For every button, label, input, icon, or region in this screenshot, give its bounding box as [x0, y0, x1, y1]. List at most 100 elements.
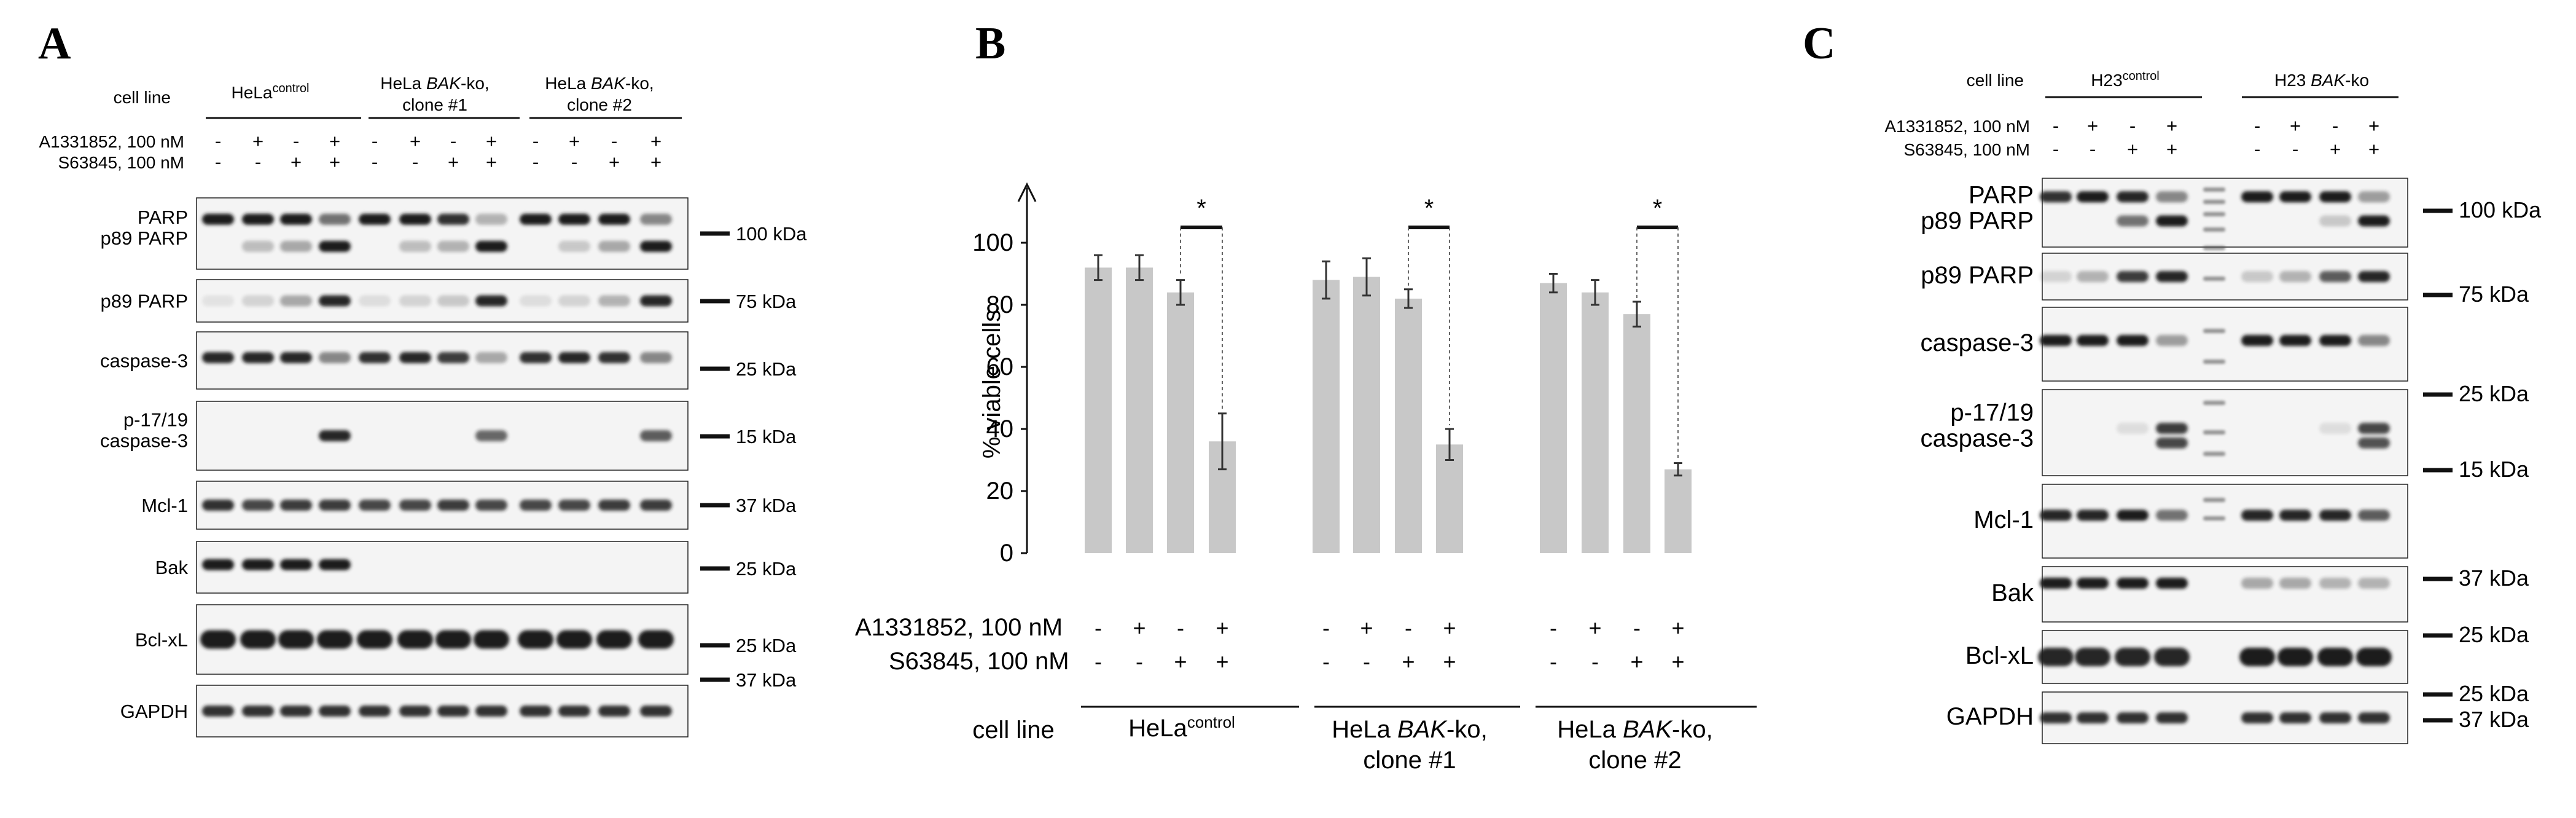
panel-a-group-1-label: HeLacontrol [232, 82, 310, 102]
panel-b-sign: - [1322, 649, 1330, 674]
panel-c-band [2117, 215, 2149, 227]
panel-a-marker-label: 37 kDa [736, 495, 797, 516]
panel-a-marker-label: 100 kDa [736, 223, 807, 245]
panel-c-marker-label: 25 kDa [2459, 381, 2529, 406]
panel-a-band [399, 295, 431, 307]
panel-c-band [2241, 191, 2273, 203]
panel-a-band [399, 352, 431, 363]
panel-a-band [280, 500, 312, 511]
panel-c-blot-label: PARP [1969, 181, 2034, 208]
panel-c-band [2077, 712, 2109, 723]
panel-b-sign: - [1322, 615, 1330, 640]
panel-c-band [2040, 191, 2072, 203]
panel-a-band [242, 352, 274, 363]
panel-a-band [357, 630, 392, 649]
panel-a-sign: + [569, 130, 580, 152]
panel-b-bar [1126, 267, 1153, 553]
panel-c-band [2358, 578, 2390, 589]
panel-a-sign: - [412, 151, 418, 173]
panel-a-band [520, 213, 552, 225]
panel-c-band [2040, 509, 2072, 521]
panel-b-y-tick-label: 40 [986, 415, 1014, 442]
panel-a-sign-grid: - + - + - + - + - + - +- - + + - - + + - - + + [215, 130, 662, 173]
panel-b-bar [1353, 277, 1380, 553]
panel-b-bar [1623, 314, 1650, 553]
panel-c-ladder-band [2203, 452, 2225, 456]
panel-c-band [2154, 648, 2190, 666]
panel-a-sign: + [329, 151, 340, 173]
panel-a-marker-label: 37 kDa [736, 669, 797, 691]
panel-b-sign: + [1671, 649, 1684, 674]
panel-c-sign: - [2254, 138, 2260, 160]
panel-b-group-2-label-line2: clone #1 [1363, 747, 1456, 774]
panel-a-marker-label: 75 kDa [736, 291, 797, 312]
panel-a-band [242, 559, 274, 570]
panel-c-blot-label: p-17/19 [1950, 399, 2034, 426]
panel-a-sign: + [291, 151, 302, 173]
panel-c-band [2241, 712, 2273, 723]
panel-c-sign: - [2332, 115, 2338, 136]
panel-a-blot-label: GAPDH [120, 701, 188, 722]
panel-a-band [640, 706, 672, 717]
panel-a-band [280, 559, 312, 570]
panel-b-group-3-label-line2: clone #2 [1588, 747, 1681, 774]
panel-c-sign: - [2053, 138, 2059, 160]
panel-c-band [2277, 648, 2313, 666]
panel-a-band [598, 706, 630, 717]
panel-a-marker-label: 25 kDa [736, 635, 797, 656]
panel-b-sign: - [1095, 649, 1102, 674]
panel-a-marker-label: 25 kDa [736, 358, 797, 380]
panel-a-band [242, 295, 274, 307]
panel-a-band [475, 352, 507, 363]
panel-a-blot-label-2: caspase-3 [100, 430, 188, 451]
panel-c-band [2156, 271, 2188, 282]
panel-a-band [317, 630, 353, 649]
panel-a-band [202, 706, 234, 717]
panel-b-sign: + [1360, 615, 1373, 640]
panel-a-band [638, 630, 674, 649]
panel-a-band [202, 213, 234, 225]
panel-c-band [2319, 423, 2351, 434]
panel-b-sign: + [1630, 649, 1643, 674]
panel-b-significance-star: * [1653, 195, 1663, 222]
panel-c-band [2077, 509, 2109, 521]
panel-a-band [437, 213, 469, 225]
panel-a-band [319, 430, 351, 441]
panel-b-sign: - [1591, 649, 1599, 674]
panel-c-band [2319, 191, 2351, 203]
panel-b-sign: + [1443, 649, 1456, 674]
panel-c-group-1-label: H23control [2091, 69, 2159, 90]
panel-a-band [242, 240, 274, 252]
panel-c-band [2358, 712, 2390, 723]
panel-b-y-tick-label: 20 [986, 478, 1014, 505]
panel-a-band [359, 500, 391, 511]
panel-b-sign: - [1550, 615, 1557, 640]
panel-c-sign: - [2090, 138, 2096, 160]
panel-c-band [2241, 335, 2273, 346]
panel-c-band [2117, 423, 2149, 434]
panel-a-band [399, 213, 431, 225]
panel-c-marker-label: 75 kDa [2459, 281, 2529, 307]
panel-a-band [520, 706, 552, 717]
panel-b-bar [1540, 283, 1567, 553]
panel-a-band [640, 295, 672, 307]
panel-c-band [2239, 648, 2275, 666]
panel-a-blot-box [196, 401, 689, 471]
panel-c-band [2319, 215, 2351, 227]
panel-b-sign: + [1671, 615, 1684, 640]
panel-a-band [598, 295, 630, 307]
panel-a-band [558, 706, 590, 717]
panel-a-sign: - [450, 130, 456, 152]
panel-a-sign: + [609, 151, 620, 173]
panel-b-y-tick-label: 0 [1000, 540, 1013, 567]
panel-c-band [2358, 335, 2390, 346]
panel-c-sign: + [2127, 138, 2138, 160]
panel-c-cell-line-label: cell line [1967, 71, 2024, 90]
panel-b-y-tick-label: 100 [972, 229, 1013, 256]
panel-a-marker-label: 25 kDa [736, 558, 797, 580]
panel-b-bar [1313, 280, 1340, 553]
panel-c-sign: + [2166, 115, 2177, 136]
panel-c-band [2117, 712, 2149, 723]
